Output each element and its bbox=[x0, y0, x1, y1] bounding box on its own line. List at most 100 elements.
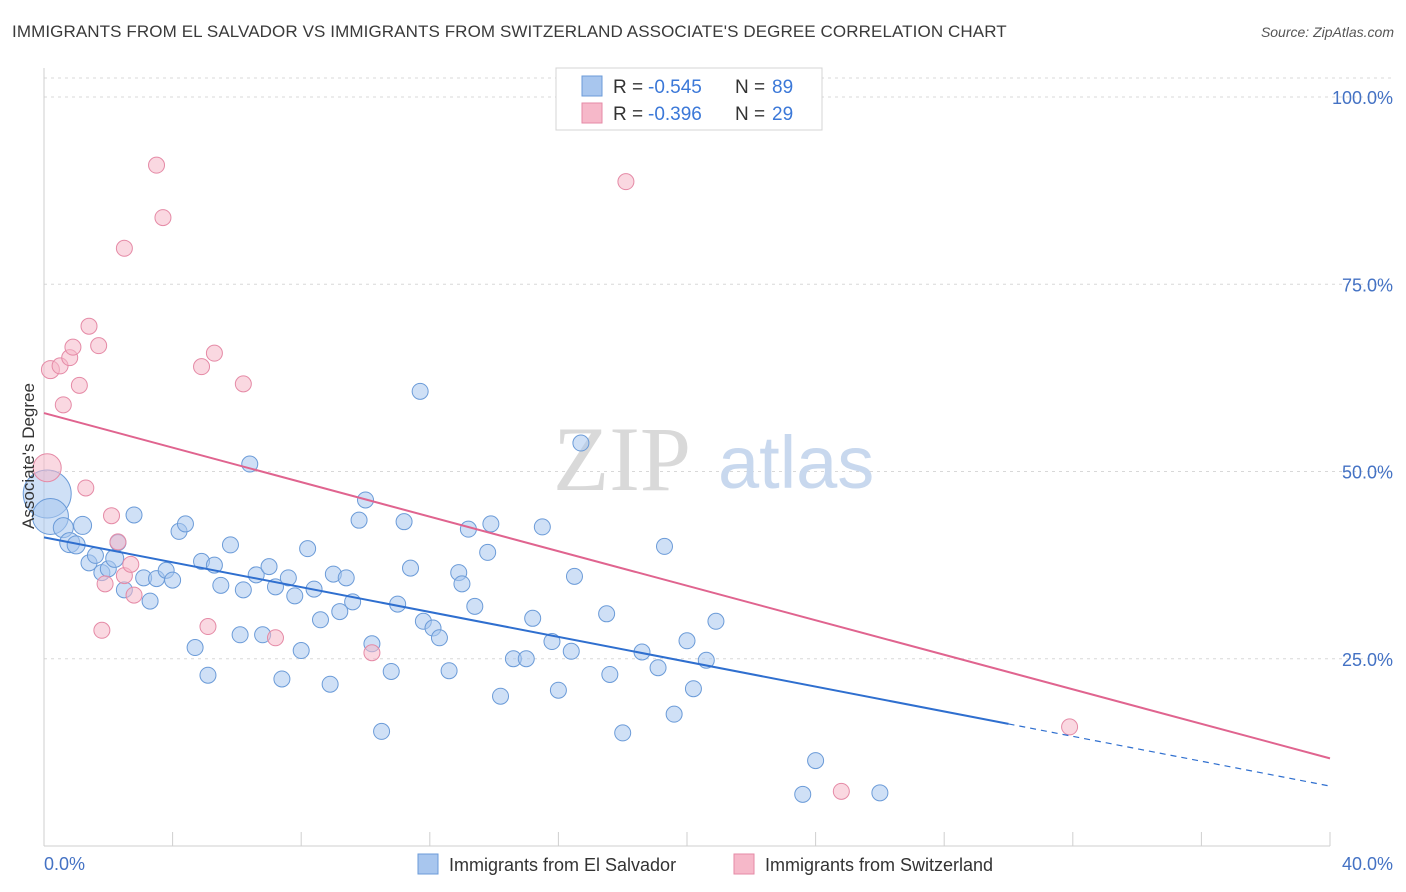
switzerland-point bbox=[80, 317, 98, 335]
legend-swatch-blue bbox=[581, 75, 603, 97]
el-salvador-point bbox=[565, 567, 583, 585]
watermark-zip: ZIP bbox=[553, 408, 691, 510]
el-salvador-point bbox=[331, 603, 349, 621]
el-salvador-point bbox=[402, 559, 420, 577]
el-salvador-point bbox=[440, 662, 458, 680]
switzerland-point bbox=[122, 555, 140, 573]
switzerland-point bbox=[109, 533, 127, 551]
tick-labels: 0.0% 40.0% 25.0% 50.0% 75.0% 100.0% bbox=[44, 88, 1393, 874]
el-salvador-point bbox=[562, 642, 580, 660]
legend-n-label-blue: N = bbox=[735, 77, 765, 98]
x-tick-label-max: 40.0% bbox=[1342, 854, 1393, 874]
el-salvador-point bbox=[549, 681, 567, 699]
el-salvador-point bbox=[212, 576, 230, 594]
el-salvador-point bbox=[533, 518, 551, 536]
legend-swatch-pink bbox=[581, 102, 603, 124]
switzerland-point bbox=[832, 782, 850, 800]
el-salvador-point bbox=[73, 515, 93, 535]
trend-lines bbox=[43, 412, 1331, 787]
el-salvador-point bbox=[373, 722, 391, 740]
y-axis-title: Associate's Degree bbox=[19, 383, 38, 529]
el-salvador-point bbox=[260, 558, 278, 576]
bottom-legend-swatch-pink bbox=[733, 853, 755, 875]
el-salvador-point bbox=[614, 724, 632, 742]
switzerland-point bbox=[115, 239, 133, 257]
el-salvador-point bbox=[395, 513, 413, 531]
switzerland-point bbox=[93, 621, 111, 639]
el-salvador-point bbox=[665, 705, 683, 723]
switzerland-point bbox=[125, 586, 143, 604]
el-salvador-point bbox=[479, 543, 497, 561]
el-salvador-point bbox=[86, 546, 104, 564]
el-salvador-point bbox=[292, 642, 310, 660]
el-salvador-point bbox=[492, 687, 510, 705]
el-salvador-point bbox=[598, 605, 616, 623]
el-salvador-point bbox=[572, 434, 590, 452]
grid-lines bbox=[44, 77, 1393, 660]
el-salvador-point bbox=[350, 511, 368, 529]
el-salvador-point bbox=[655, 537, 673, 555]
el-salvador-point bbox=[273, 670, 291, 688]
switzerland-point bbox=[199, 618, 217, 636]
legend-r-value-blue: -0.545 bbox=[648, 77, 702, 98]
y-tick-label-75: 75.0% bbox=[1342, 275, 1393, 295]
bottom-legend-label-pink: Immigrants from Switzerland bbox=[765, 855, 993, 875]
switzerland-point bbox=[193, 358, 211, 376]
el-salvador-point bbox=[543, 633, 561, 651]
switzerland-point bbox=[148, 156, 166, 174]
switzerland-point bbox=[363, 644, 381, 662]
x-tick-label-min: 0.0% bbox=[44, 854, 85, 874]
data-points bbox=[22, 156, 1079, 803]
el-salvador-point bbox=[517, 650, 535, 668]
switzerland-point bbox=[154, 209, 172, 227]
el-salvador-point bbox=[337, 569, 355, 587]
chart-title: IMMIGRANTS FROM EL SALVADOR VS IMMIGRANT… bbox=[12, 22, 1007, 41]
legend-n-value-pink: 29 bbox=[772, 104, 793, 125]
switzerland-trend-line bbox=[43, 412, 1331, 760]
y-tick-label-100: 100.0% bbox=[1332, 88, 1393, 108]
watermark-atlas: atlas bbox=[718, 421, 874, 504]
el-salvador-point bbox=[176, 515, 194, 533]
switzerland-point bbox=[266, 629, 284, 647]
el-salvador-point bbox=[279, 569, 297, 587]
el-salvador-point bbox=[707, 612, 725, 630]
el-salvador-point bbox=[321, 675, 339, 693]
el-salvador-point bbox=[186, 639, 204, 657]
switzerland-point bbox=[70, 376, 88, 394]
el-salvador-trend-extension bbox=[1008, 723, 1331, 787]
switzerland-point bbox=[1061, 718, 1079, 736]
el-salvador-point bbox=[234, 581, 252, 599]
switzerland-point bbox=[103, 507, 121, 525]
el-salvador-point bbox=[382, 662, 400, 680]
el-salvador-point bbox=[141, 592, 159, 610]
el-salvador-trend-line bbox=[43, 536, 1009, 725]
el-salvador-point bbox=[430, 629, 448, 647]
zipatlas-watermark: ZIP atlas bbox=[553, 408, 874, 510]
y-tick-label-25: 25.0% bbox=[1342, 650, 1393, 670]
el-salvador-point bbox=[807, 752, 825, 770]
series-legend: Immigrants from El Salvador Immigrants f… bbox=[417, 853, 993, 875]
switzerland-point bbox=[90, 337, 108, 355]
switzerland-point bbox=[77, 479, 95, 497]
el-salvador-point bbox=[678, 632, 696, 650]
y-tick-label-50: 50.0% bbox=[1342, 463, 1393, 483]
legend-n-value-blue: 89 bbox=[772, 77, 793, 98]
correlation-legend: R = -0.545 N = 89 R = -0.396 N = 29 bbox=[555, 67, 823, 131]
switzerland-point bbox=[32, 453, 62, 483]
chart-source: Source: ZipAtlas.com bbox=[1260, 24, 1394, 40]
switzerland-point bbox=[205, 344, 223, 362]
el-salvador-point bbox=[684, 680, 702, 698]
el-salvador-point bbox=[411, 382, 429, 400]
bottom-legend-label-blue: Immigrants from El Salvador bbox=[449, 855, 676, 875]
el-salvador-point bbox=[649, 659, 667, 677]
switzerland-point bbox=[96, 575, 114, 593]
legend-n-label-pink: N = bbox=[735, 104, 765, 125]
bottom-legend-swatch-blue bbox=[417, 853, 439, 875]
el-salvador-point bbox=[453, 575, 471, 593]
switzerland-point bbox=[54, 396, 72, 414]
el-salvador-point bbox=[231, 626, 249, 644]
el-salvador-point bbox=[286, 587, 304, 605]
el-salvador-point bbox=[221, 536, 239, 554]
el-salvador-point bbox=[164, 571, 182, 589]
